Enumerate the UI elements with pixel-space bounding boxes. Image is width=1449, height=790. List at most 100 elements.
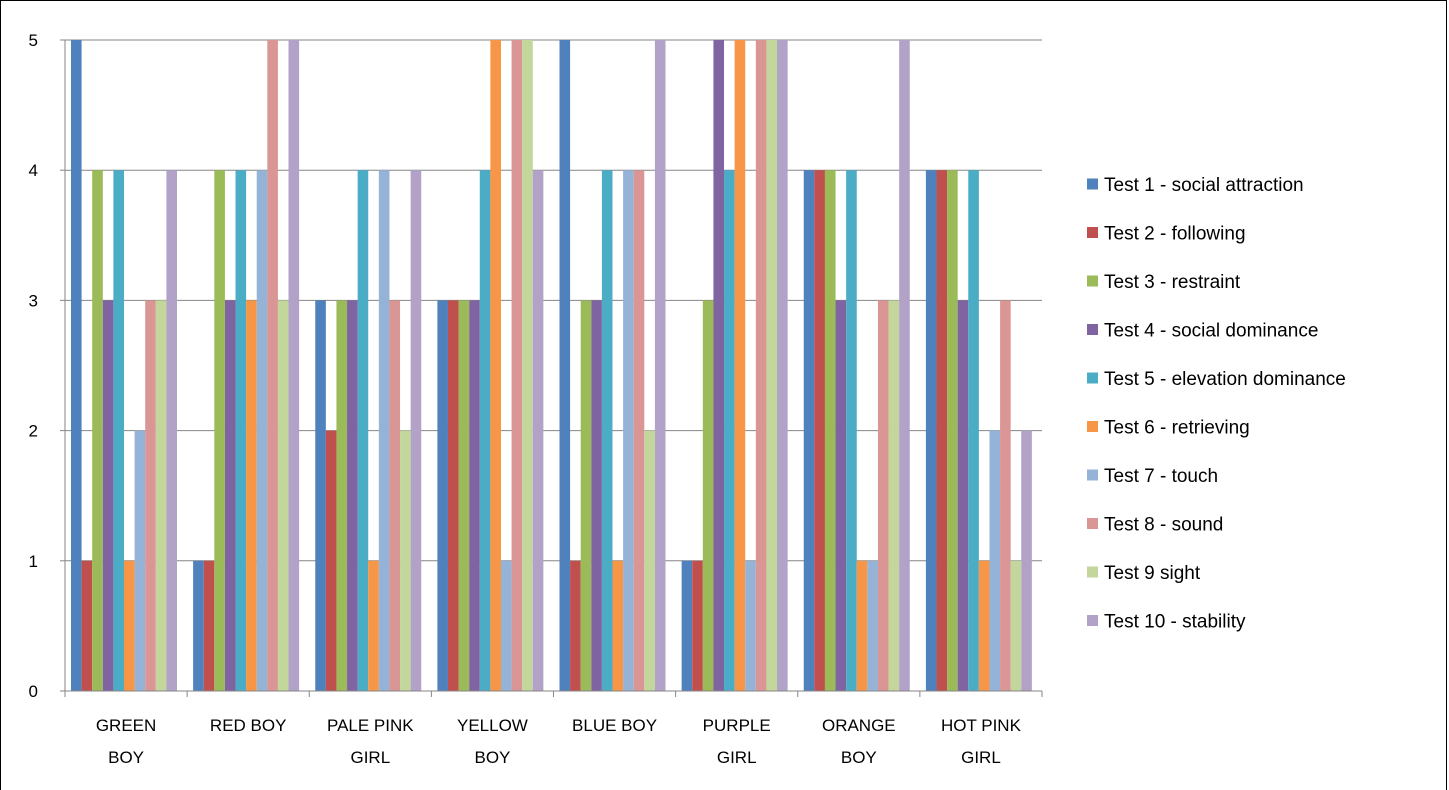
bars [71, 40, 1032, 691]
bar-2-2 [203, 560, 215, 691]
y-tick-label: 0 [29, 682, 38, 701]
y-tick-label: 3 [29, 291, 38, 310]
bar-4-1 [102, 300, 114, 691]
legend-label: Test 7 - touch [1104, 466, 1218, 487]
bar-9-2 [277, 300, 289, 691]
bar-3-1 [92, 170, 103, 691]
bar-4-4 [469, 300, 480, 691]
bar-8-6 [755, 40, 767, 691]
x-tick-label: BOY [474, 748, 510, 767]
bar-1-4 [437, 300, 448, 691]
bar-5-3 [357, 170, 369, 691]
legend-swatch [1087, 469, 1098, 481]
bar-2-7 [814, 170, 825, 691]
bar-3-8 [947, 170, 958, 691]
x-tick-label: GIRL [961, 748, 1001, 767]
bar-7-2 [256, 170, 268, 691]
x-tick-label: PURPLE [703, 716, 771, 735]
bar-6-4 [490, 40, 501, 691]
bar-2-1 [81, 560, 93, 691]
legend-swatch [1087, 324, 1098, 335]
bar-3-2 [214, 170, 225, 691]
legend-swatch [1087, 275, 1098, 287]
legend-label: Test 9 sight [1104, 563, 1201, 584]
bar-9-4 [522, 40, 533, 691]
legend-label: Test 4 - social dominance [1104, 321, 1318, 342]
bar-4-8 [957, 300, 969, 691]
bar-7-5 [623, 170, 634, 691]
bar-2-3 [325, 430, 337, 691]
bar-10-2 [288, 40, 300, 691]
bar-3-4 [458, 300, 470, 691]
bar-6-5 [612, 560, 624, 691]
bar-1-6 [681, 560, 693, 691]
bar-1-2 [193, 560, 204, 691]
bar-5-7 [846, 170, 857, 691]
legend-swatch [1087, 227, 1098, 238]
bar-5-5 [601, 170, 613, 691]
bar-7-8 [989, 430, 1001, 691]
bar-9-5 [644, 430, 655, 691]
bar-9-6 [766, 40, 778, 691]
bar-8-2 [267, 40, 278, 691]
axes: 0 1 2 3 4 5 GREEN BOY RED BOY PALE PINK GIRL YELLOW… [29, 31, 1043, 767]
bar-8-3 [389, 300, 401, 691]
legend: Test 1 - social attraction Test 2 - follo… [1087, 175, 1346, 633]
legend-label: Test 3 - restraint [1104, 272, 1241, 293]
bar-8-7 [877, 300, 889, 691]
legend-label: Test 5 - elevation dominance [1104, 369, 1346, 390]
bar-1-8 [925, 170, 937, 691]
bar-6-6 [734, 40, 746, 691]
bar-7-6 [745, 560, 756, 691]
legend-label: Test 6 - retrieving [1104, 418, 1250, 439]
y-tick-label: 1 [29, 552, 38, 571]
bar-5-2 [235, 170, 247, 691]
bar-7-7 [867, 560, 878, 691]
legend-swatch [1087, 615, 1098, 626]
bar-7-4 [500, 560, 512, 691]
x-tick-label: HOT PINK [941, 716, 1022, 735]
x-tick-label: GIRL [717, 748, 757, 767]
y-tick-label: 2 [29, 422, 38, 441]
x-tick-label: ORANGE [822, 716, 896, 735]
legend-swatch [1087, 178, 1098, 190]
bar-5-4 [479, 170, 491, 691]
bar-10-8 [1021, 430, 1032, 691]
bar-4-6 [713, 40, 725, 691]
bar-10-3 [410, 170, 422, 691]
bar-5-1 [113, 170, 124, 691]
bar-4-2 [224, 300, 236, 691]
bar-7-3 [378, 170, 390, 691]
bar-9-7 [888, 300, 900, 691]
legend-label: Test 10 - stability [1104, 612, 1246, 633]
legend-swatch [1087, 421, 1098, 432]
legend-swatch [1087, 372, 1098, 384]
x-tick-label: PALE PINK [327, 716, 414, 735]
bar-9-8 [1010, 560, 1022, 691]
bar-4-3 [347, 300, 358, 691]
legend-label: Test 2 - following [1104, 224, 1246, 245]
bar-2-5 [570, 560, 581, 691]
bar-3-5 [580, 300, 592, 691]
bar-6-2 [246, 300, 257, 691]
bar-8-1 [145, 300, 156, 691]
bar-8-5 [633, 170, 645, 691]
bar-10-7 [899, 40, 910, 691]
bar-3-6 [702, 300, 714, 691]
y-tick-label: 5 [29, 31, 38, 50]
bar-1-5 [559, 40, 571, 691]
bar-4-5 [591, 300, 602, 691]
bar-10-5 [654, 40, 666, 691]
bar-5-6 [724, 170, 735, 691]
legend-label: Test 8 - sound [1104, 515, 1223, 536]
y-tick-label: 4 [29, 161, 38, 180]
legend-swatch [1087, 518, 1098, 529]
bar-2-4 [447, 300, 459, 691]
x-tick-label: BLUE BOY [572, 716, 657, 735]
legend-swatch [1087, 566, 1098, 578]
bar-6-1 [124, 560, 135, 691]
bar-1-3 [315, 300, 326, 691]
bar-7-1 [134, 430, 146, 691]
bar-9-1 [155, 300, 167, 691]
